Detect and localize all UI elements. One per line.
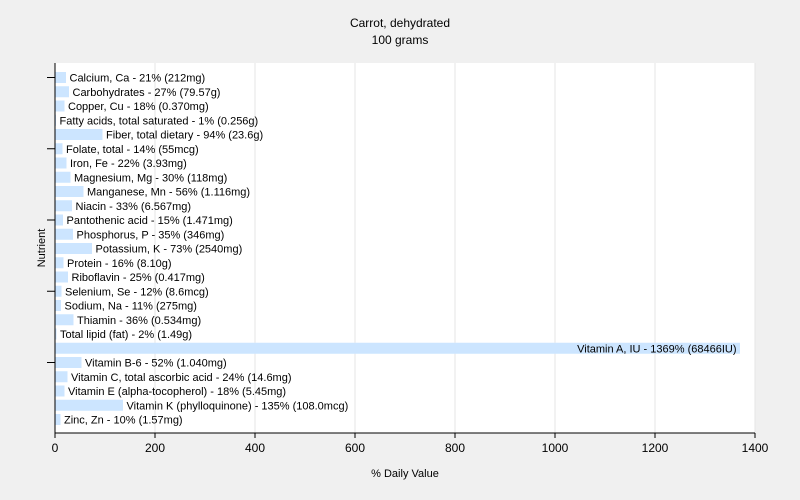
y-axis-label: Nutrient: [36, 229, 48, 268]
bar-label: Phosphorus, P - 35% (346mg): [77, 229, 225, 241]
bar-label: Magnesium, Mg - 30% (118mg): [74, 172, 227, 184]
chart-title: Carrot, dehydrated: [350, 16, 450, 30]
bar-label: Fatty acids, total saturated - 1% (0.256…: [60, 115, 259, 127]
bar-label: Zinc, Zn - 10% (1.57mg): [64, 415, 183, 427]
bar: [55, 86, 69, 98]
bars: Calcium, Ca - 21% (212mg) Carbohydrates -…: [55, 72, 740, 427]
bar-label: Vitamin E (alpha-tocopherol) - 18% (5.45…: [68, 386, 286, 398]
axes: 0 200 400 600 800 1000 1200 1400: [47, 63, 769, 455]
bar: [55, 300, 61, 311]
bar-label: Selenium, Se - 12% (8.6mcg): [65, 286, 209, 298]
bar-label: Calcium, Ca - 21% (212mg): [70, 73, 206, 85]
bar-label: Carbohydrates - 27% (79.57g): [73, 87, 221, 99]
x-axis-label: % Daily Value: [371, 468, 439, 480]
bar-label: Total lipid (fat) - 2% (1.49g): [60, 329, 192, 341]
x-tick-label: 0: [52, 441, 59, 455]
bar-label: Thiamin - 36% (0.534mg): [77, 315, 201, 327]
x-tick-label: 200: [145, 441, 165, 455]
chart-subtitle: 100 grams: [372, 33, 429, 47]
bar: [55, 328, 57, 340]
bar-label: Riboflavin - 25% (0.417mg): [72, 272, 205, 284]
bar: [55, 243, 92, 254]
bar: [55, 171, 71, 183]
bar-label: Potassium, K - 73% (2540mg): [96, 244, 243, 256]
bar: [55, 186, 84, 197]
bar-label: Vitamin K (phylloquinone) - 135% (108.0m…: [127, 400, 349, 412]
bar: [55, 414, 61, 425]
bar: [55, 257, 64, 269]
x-tick-label: 1200: [642, 441, 669, 455]
bar: [55, 200, 72, 212]
bar-label: Folate, total - 14% (55mcg): [66, 144, 199, 156]
bar: [55, 371, 68, 383]
bar-label: Vitamin C, total ascorbic acid - 24% (14…: [71, 372, 292, 384]
bar: [55, 214, 63, 226]
bar: [55, 72, 66, 83]
x-tick-label: 1000: [542, 441, 569, 455]
bar: [55, 285, 62, 297]
x-tick-label: 800: [445, 441, 465, 455]
plot-area: [55, 63, 755, 433]
bar: [55, 342, 740, 354]
bar-label: Vitamin B-6 - 52% (1.040mg): [85, 358, 227, 370]
bar-label: Manganese, Mn - 56% (1.116mg): [87, 187, 250, 199]
bar: [55, 271, 68, 283]
bar-label: Sodium, Na - 11% (275mg): [65, 301, 197, 313]
x-tick-label: 1400: [742, 441, 769, 455]
bar-label: Copper, Cu - 18% (0.370mg): [68, 101, 209, 113]
bar: [55, 143, 63, 155]
bar-label: Pantothenic acid - 15% (1.471mg): [67, 215, 233, 227]
bar: [55, 157, 67, 169]
bar: [55, 114, 56, 126]
bar-label: Vitamin A, IU - 1369% (68466IU): [577, 343, 736, 355]
bar: [55, 100, 65, 112]
bar: [55, 385, 65, 397]
x-tick-label: 600: [345, 441, 365, 455]
bar: [55, 314, 74, 326]
x-tick-label: 400: [245, 441, 265, 455]
bar: [55, 399, 123, 411]
bar-label: Protein - 16% (8.10g): [67, 258, 172, 270]
grid: [154, 63, 756, 433]
bar: [55, 129, 103, 140]
bar: [55, 357, 82, 368]
bar-label: Iron, Fe - 22% (3.93mg): [70, 158, 187, 170]
bar: [55, 228, 73, 240]
bar-label: Niacin - 33% (6.567mg): [76, 201, 192, 213]
bar-label: Fiber, total dietary - 94% (23.6g): [106, 130, 263, 142]
